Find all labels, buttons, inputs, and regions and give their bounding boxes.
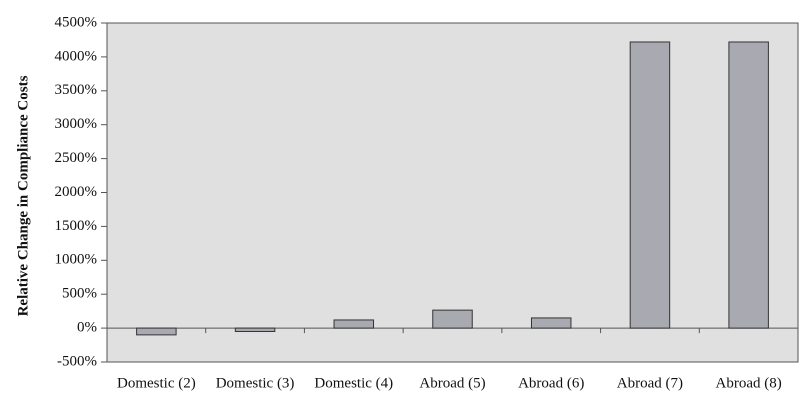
x-tick-label: Domestic (4) (314, 375, 393, 391)
y-tick-label: 3000% (55, 116, 98, 132)
x-tick-label: Abroad (5) (419, 375, 485, 391)
bar (333, 319, 375, 329)
bar (136, 327, 177, 336)
x-tick-label: Domestic (3) (216, 375, 295, 391)
bar (728, 41, 769, 329)
y-tick-label: 2500% (55, 150, 98, 166)
y-tick-label: -500% (57, 353, 97, 369)
y-axis-label: Relative Change in Compliance Costs (15, 75, 31, 316)
bar (629, 41, 671, 329)
plot-area (106, 22, 799, 363)
y-tick-label: 1000% (55, 252, 98, 268)
bar (234, 327, 276, 332)
y-tick-label: 3500% (55, 82, 98, 98)
y-tick-label: 1500% (55, 218, 98, 234)
x-tick-label: Abroad (7) (617, 375, 683, 391)
y-tick-label: 500% (62, 286, 97, 302)
bar (530, 317, 572, 329)
y-tick-label: 4000% (55, 48, 98, 64)
x-tick-label: Domestic (2) (117, 375, 196, 391)
y-tick-label: 4500% (55, 14, 98, 30)
y-tick-label: 2000% (55, 184, 98, 200)
x-tick-label: Abroad (6) (518, 375, 584, 391)
x-tick-label: Abroad (8) (716, 375, 782, 391)
y-tick-label: 0% (77, 320, 97, 336)
bar (432, 309, 473, 329)
